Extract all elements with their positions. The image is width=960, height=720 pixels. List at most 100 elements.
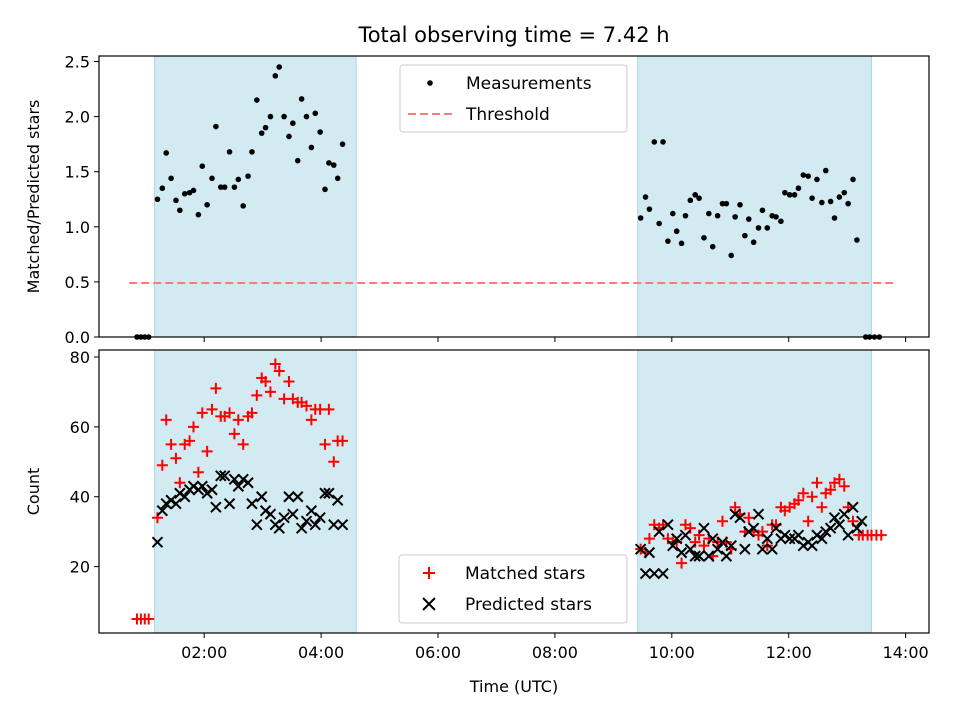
measurements-point — [267, 113, 274, 120]
measurements-point — [249, 149, 255, 155]
x-tick-label: 04:00 — [298, 643, 344, 662]
measurements-point — [298, 96, 305, 102]
measurements-point — [786, 192, 793, 198]
measurements-point — [660, 139, 666, 145]
matched-stars-point — [825, 484, 837, 496]
measurements-point — [755, 225, 762, 231]
matched-stars-point — [174, 477, 186, 489]
predicted-stars-point — [246, 498, 258, 510]
measurements-point — [728, 252, 735, 259]
measurements-point — [226, 149, 233, 155]
predicted-stars-point — [716, 536, 729, 548]
predicted-stars-point — [842, 529, 854, 541]
measurements-point — [791, 192, 798, 198]
matched-stars-point — [684, 522, 696, 534]
y-tick-label: 0.5 — [65, 273, 90, 292]
measurements-point — [334, 175, 341, 182]
matched-stars-point — [206, 403, 218, 415]
measurements-point — [759, 207, 766, 214]
measurements-point — [195, 211, 202, 218]
observing-window-1 — [154, 55, 357, 338]
predicted-stars-point — [739, 543, 751, 555]
measurements-point — [339, 141, 346, 147]
predicted-stars-point — [639, 567, 652, 580]
measurements-point — [217, 184, 224, 190]
measurements-point — [831, 215, 838, 221]
predicted-stars-point — [634, 543, 647, 555]
matched-stars-point — [689, 536, 701, 548]
predicted-stars-point — [273, 522, 285, 534]
predicted-stars-point — [657, 567, 669, 580]
matched-stars-point — [184, 435, 196, 447]
measurements-point — [168, 175, 174, 182]
measurements-point — [809, 195, 815, 201]
measurements-point — [308, 144, 315, 151]
matched-stars-point — [729, 501, 741, 513]
measurements-point — [646, 206, 653, 212]
predicted-stars-point — [734, 511, 746, 524]
measurements-point — [656, 220, 662, 227]
matched-stars-point — [875, 529, 887, 541]
y-tick-label: 60 — [70, 418, 90, 437]
measurements-point — [294, 157, 301, 164]
y-tick-label: 0.0 — [65, 328, 90, 347]
measurements-point — [181, 190, 188, 197]
axes-frame — [98, 55, 930, 338]
predicted-stars-point — [833, 518, 846, 531]
measurements-point — [814, 176, 820, 183]
predicted-stars-point — [653, 525, 665, 538]
predicted-stars-point — [232, 480, 245, 492]
predicted-stars-point — [675, 546, 688, 559]
predicted-stars-point — [309, 518, 321, 531]
measurements-point — [850, 176, 856, 183]
matched-stars-point — [192, 466, 204, 478]
matched-stars-point — [833, 473, 845, 485]
measurements-point — [687, 197, 694, 204]
legend-box — [399, 64, 628, 133]
matched-stars-point — [816, 501, 828, 513]
measurements-point — [258, 130, 265, 136]
measurements-point — [322, 186, 328, 193]
measurements-point — [651, 139, 658, 145]
measurements-point — [303, 113, 310, 120]
x-tick-label: 06:00 — [415, 643, 461, 662]
matched-stars-point — [283, 375, 295, 387]
measurements-point — [706, 210, 712, 217]
predicted-stars-point — [747, 522, 760, 534]
predicted-stars-point — [838, 508, 850, 520]
legend-measurements-swatch — [427, 80, 433, 86]
matched-stars-point — [698, 540, 710, 552]
measurements-point — [822, 167, 829, 174]
legend-label: Predicted stars — [465, 595, 592, 615]
chart-title: Total observing time = 7.42 h — [357, 23, 669, 47]
predicted-stars-point — [667, 539, 679, 552]
measurements-point — [254, 97, 260, 103]
matched-stars-point — [251, 389, 263, 401]
y-tick-label: 40 — [70, 488, 90, 507]
measurements-point — [673, 228, 680, 235]
measurements-point — [272, 73, 279, 79]
predicted-stars-point — [156, 505, 169, 517]
predicted-stars-point — [816, 532, 828, 545]
measurements-point — [709, 243, 716, 250]
matched-stars-point — [305, 414, 317, 426]
predicted-stars-point — [242, 477, 254, 489]
measurements-point — [678, 240, 685, 247]
predicted-stars-point — [228, 473, 241, 485]
predicted-stars-point — [783, 532, 796, 545]
measurements-point — [701, 235, 707, 241]
predicted-stars-point — [210, 501, 222, 513]
legend-matched-swatch — [423, 567, 435, 579]
measurements-point — [669, 210, 676, 217]
matched-stars-point — [716, 515, 728, 527]
measurements-point — [245, 173, 251, 179]
y-tick-label: 2.0 — [65, 108, 90, 127]
legend-label: Matched stars — [465, 564, 585, 584]
predicted-stars-point — [287, 508, 299, 520]
predicted-stars-point — [679, 529, 692, 541]
matched-stars-point — [693, 529, 705, 541]
axes-frame — [98, 349, 930, 634]
predicted-stars-point — [707, 532, 719, 545]
predicted-stars-point — [648, 567, 660, 580]
matched-stars-point — [260, 375, 272, 387]
